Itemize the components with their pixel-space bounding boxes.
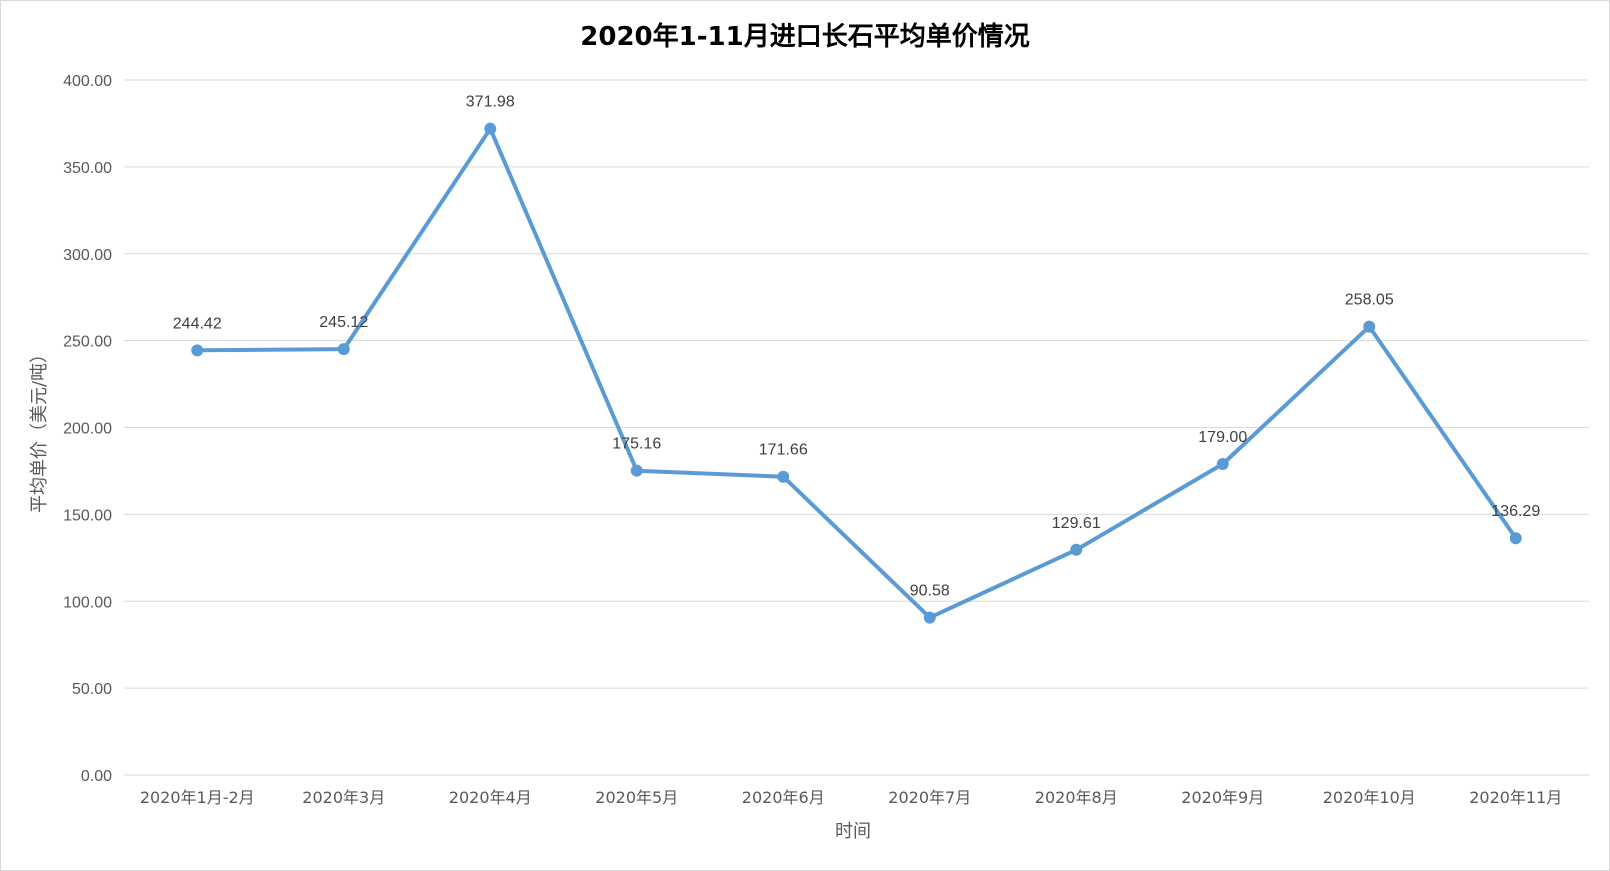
data-point — [191, 344, 204, 357]
data-label: 90.58 — [910, 583, 950, 600]
x-tick-label: 2020年11月 — [1469, 788, 1562, 807]
data-label: 136.29 — [1491, 503, 1540, 520]
data-point — [484, 122, 497, 135]
data-point — [337, 343, 350, 356]
data-point — [1216, 457, 1229, 470]
data-point — [1509, 532, 1522, 545]
data-label: 179.00 — [1198, 429, 1247, 446]
x-tick-label: 2020年3月 — [302, 788, 385, 807]
data-label: 258.05 — [1345, 292, 1394, 309]
y-tick-label: 400.00 — [63, 73, 112, 90]
data-label: 245.12 — [319, 314, 368, 331]
y-tick-label: 50.00 — [72, 681, 112, 698]
x-tick-label: 2020年7月 — [888, 788, 971, 807]
series-layer — [195, 126, 1518, 620]
x-axis-title: 时间 — [835, 821, 871, 842]
series-line — [195, 126, 1518, 620]
x-tick-label: 2020年4月 — [449, 788, 532, 807]
data-label: 171.66 — [759, 442, 808, 459]
y-tick-label: 100.00 — [63, 594, 112, 611]
y-tick-label: 200.00 — [63, 421, 112, 438]
data-point — [923, 611, 936, 624]
x-axis-ticks: 2020年1月-2月 2020年3月 2020年4月 2020年5月 2020年6月 20… — [140, 788, 1562, 807]
gridlines — [124, 79, 1589, 776]
data-point — [630, 464, 643, 477]
y-tick-label: 300.00 — [63, 247, 112, 264]
x-tick-label: 2020年1月-2月 — [140, 788, 255, 807]
data-point — [1070, 543, 1083, 556]
data-point — [777, 470, 790, 483]
data-label: 371.98 — [466, 94, 515, 111]
x-tick-label: 2020年5月 — [595, 788, 678, 807]
data-label: 129.61 — [1052, 515, 1101, 532]
data-point — [1363, 320, 1376, 333]
y-tick-label: 350.00 — [63, 160, 112, 177]
markers — [191, 122, 1522, 624]
data-label: 244.42 — [173, 315, 222, 332]
y-tick-label: 250.00 — [63, 334, 112, 351]
y-tick-label: 0.00 — [81, 768, 112, 785]
chart-title: 2020年1-11月进口长石平均单价情况 — [580, 21, 1029, 52]
x-tick-label: 2020年6月 — [742, 788, 825, 807]
y-tick-label: 150.00 — [63, 507, 112, 524]
y-axis-ticks: 0.00 50.00 100.00 150.00 200.00 250.00 300.00 3… — [63, 73, 112, 785]
x-tick-label: 2020年8月 — [1035, 788, 1118, 807]
x-tick-label: 2020年10月 — [1323, 788, 1416, 807]
x-tick-label: 2020年9月 — [1181, 788, 1264, 807]
data-label: 175.16 — [612, 436, 661, 453]
y-axis-title: 平均单价（美元/吨） — [29, 345, 50, 513]
data-labels: 244.42 245.12 371.98 175.16 171.66 90.58 129.6… — [173, 94, 1541, 600]
